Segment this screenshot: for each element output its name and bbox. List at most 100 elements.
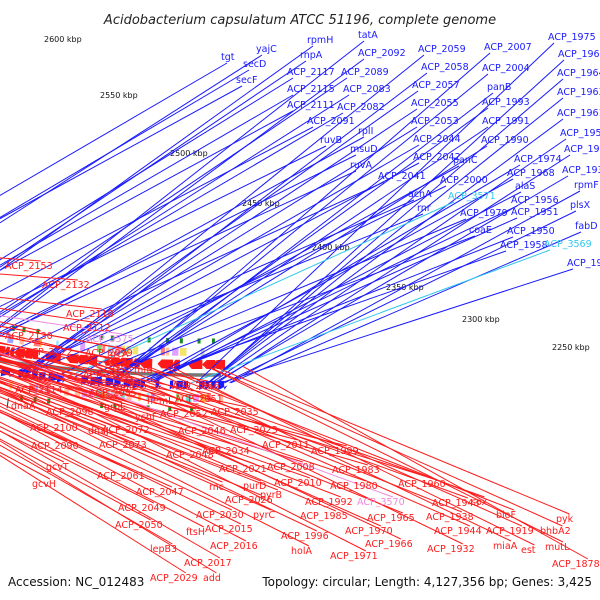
reverse-gene-label-acp-2049: ACP_2049 (118, 503, 166, 514)
reverse-gene-label-acp-1983: ACP_1983 (332, 465, 380, 476)
reverse-gene-label-mfd: mfd (134, 365, 153, 376)
forward-gene-label-panb: panB (487, 82, 511, 93)
label-leader-lines (0, 40, 589, 574)
leader-line (67, 201, 455, 378)
reverse-gene-label-pyk: pyk (556, 514, 574, 525)
forward-gene-label-tata: tatA (358, 30, 378, 41)
forward-gene-label-ruva: ruvA (350, 160, 373, 171)
leader-line (152, 164, 521, 383)
reverse-gene-label-acp-1878: ACP_1878 (552, 559, 600, 570)
leader-line (224, 210, 577, 384)
forward-gene-label-acp-1957: ACP_1957 (560, 128, 600, 139)
forward-gene-label-acp-1961: ACP_1961 (557, 108, 600, 119)
leader-line (230, 231, 582, 384)
leader-line (207, 118, 564, 384)
reverse-gene-arrow (14, 348, 26, 358)
reverse-gene-label-acp-2008: ACP_2008 (267, 462, 315, 473)
forward-gene-label-acp-3569: ACP_3569 (544, 239, 592, 250)
forward-gene-label-panc: panC (453, 155, 478, 166)
reverse-gene-label-acp-2085: ACP_2085 (89, 388, 137, 399)
leader-line (0, 335, 148, 366)
forward-gene-label-acp-2041: ACP_2041 (378, 171, 426, 182)
scale-label-2450-kbp: 2450 kbp (242, 199, 280, 208)
genome-summary-text: Topology: circular; Length: 4,127,356 bp… (261, 575, 592, 589)
reverse-cog-block (96, 344, 103, 353)
leader-line (0, 366, 342, 498)
reverse-gene-label-acp-3575: ACP_3575 (86, 334, 134, 345)
leader-line (0, 341, 119, 371)
reverse-gene-label-ychf: ychF (135, 412, 157, 423)
leader-line (0, 45, 314, 271)
leader-line (0, 387, 262, 496)
forward-gene-label-acp-1964: ACP_1964 (557, 68, 600, 79)
forward-gene-label-acp-2091: ACP_2091 (307, 116, 355, 127)
reverse-gene-label-acp-1971: ACP_1971 (330, 551, 378, 562)
leader-line (0, 348, 136, 383)
forward-gene-label-coae: coaE (469, 225, 492, 236)
leader-line (28, 213, 424, 374)
reverse-gene-label-bhba2: bhbA2 (540, 526, 571, 537)
leader-line (0, 154, 357, 333)
reverse-gene-label-acp-2090: ACP_2090 (31, 441, 79, 452)
reverse-gene-label-hrca: hrcA (107, 349, 129, 360)
forward-gene-label-acp-1920: ACP_1920 (567, 258, 600, 269)
forward-gene-label-acp-1974: ACP_1974 (514, 154, 562, 165)
reverse-cog-block (79, 342, 86, 352)
reverse-gene-label-acp-2073: ACP_2073 (99, 440, 147, 451)
forward-gene-label-acp-2115: ACP_2115 (287, 84, 335, 95)
leader-line (195, 42, 555, 384)
forward-gene-label-acp-1975: ACP_1975 (548, 32, 596, 43)
leader-line (207, 78, 564, 384)
reverse-cog-block (102, 344, 106, 353)
reverse-gene-arrow (202, 359, 216, 369)
reverse-gene-label-acp-2130: ACP_2130 (5, 331, 53, 342)
reverse-gene-label-acp-2112: ACP_2112 (63, 323, 111, 334)
reverse-gene-label-acp-2015: ACP_2015 (205, 524, 253, 535)
leader-line (145, 365, 515, 511)
reverse-gene-label-acp-2023: ACP_2023 (230, 425, 278, 436)
reverse-gene-label-acp-2021: ACP_2021 (219, 464, 267, 475)
reverse-gene-label-acp-2072: ACP_2072 (102, 425, 150, 436)
reverse-gene-label-acp-1996: ACP_1996 (281, 531, 329, 542)
leader-line (0, 353, 247, 408)
leader-line (74, 165, 460, 378)
reverse-gene-label-pyrb: pyrB (260, 490, 282, 501)
leader-line (207, 366, 564, 543)
forward-gene-label-acp-1937: ACP_1937 (562, 165, 600, 176)
leader-line (95, 362, 471, 527)
forward-gene-label-acp-1990: ACP_1990 (481, 135, 529, 146)
leader-line (213, 175, 569, 384)
leader-line (20, 126, 418, 373)
forward-gene-label-acp-1941: ACP_1941 (564, 144, 600, 155)
reverse-gene-label-gcvt: gcvT (46, 462, 69, 473)
forward-gene-label-acp-2042: ACP_2042 (413, 152, 461, 163)
forward-gene-label-rnpa: rnpA (300, 50, 323, 61)
leader-line (0, 60, 307, 268)
leader-line (0, 440, 217, 574)
leader-line (134, 250, 507, 382)
leader-line (0, 380, 318, 532)
leader-line (0, 426, 155, 504)
leader-line (220, 268, 574, 384)
reverse-gene-label-acp-2011: ACP_2011 (262, 440, 310, 451)
scale-label-2350-kbp: 2350 kbp (386, 283, 424, 292)
scale-label-2550-kbp: 2550 kbp (100, 91, 138, 100)
forward-gene-label-acp-2007: ACP_2007 (484, 42, 532, 53)
reverse-gene-label-gcvh: gcvH (32, 479, 56, 490)
leader-line (0, 411, 247, 542)
leader-line (16, 199, 415, 372)
leader-line (0, 405, 242, 525)
forward-gene-label-rpmh: rpmH (307, 35, 333, 46)
reverse-gene-label-lepb3: lepB3 (150, 544, 177, 555)
forward-gene-label-acp-1968: ACP_1968 (507, 168, 555, 179)
leader-line (0, 296, 102, 310)
forward-gene-label-acp-2004: ACP_2004 (482, 63, 530, 74)
reverse-gene-label-acp-1960: ACP_1960 (398, 479, 446, 490)
reverse-gene-label-grpe: grpE (104, 402, 126, 413)
leader-line (85, 361, 463, 513)
leader-line (0, 94, 350, 318)
leader-line (207, 97, 564, 384)
forward-gene-label-acp-2057: ACP_2057 (412, 80, 460, 91)
forward-gene-label-acp-1950: ACP_1950 (507, 226, 555, 237)
leader-line (0, 145, 327, 308)
